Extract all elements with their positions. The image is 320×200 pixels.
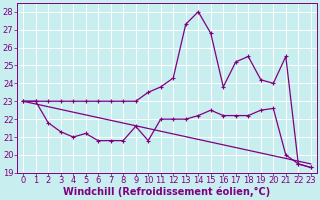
X-axis label: Windchill (Refroidissement éolien,°C): Windchill (Refroidissement éolien,°C) [63, 187, 271, 197]
